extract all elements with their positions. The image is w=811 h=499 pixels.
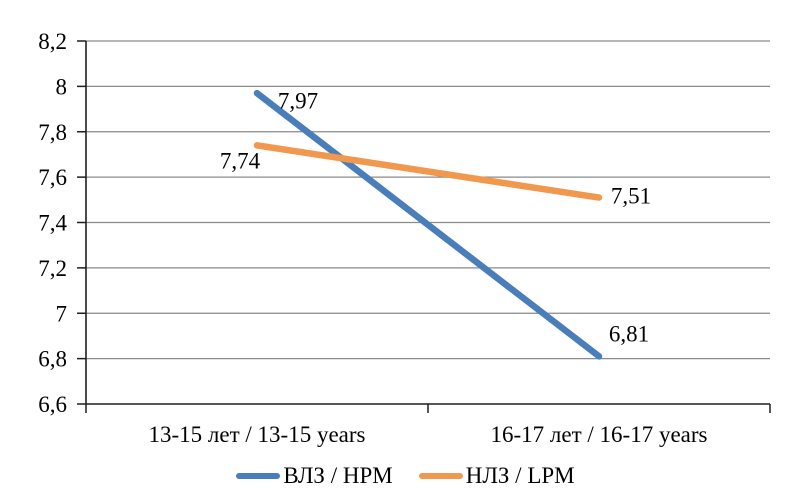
legend-item-1: ВЛЗ / HPM bbox=[236, 463, 393, 489]
x-axis-category-label: 16-17 лет / 16-17 years bbox=[491, 422, 708, 447]
series-line-2 bbox=[253, 142, 603, 201]
data-label: 7,97 bbox=[278, 89, 318, 114]
y-axis-tick-label: 7,6 bbox=[38, 165, 67, 190]
legend-label-1: ВЛЗ / HPM bbox=[283, 463, 393, 488]
y-axis-tick-label: 6,8 bbox=[38, 347, 67, 372]
legend-label-2: НЛЗ / LPM bbox=[465, 463, 575, 488]
y-axis-tick-label: 7 bbox=[56, 301, 68, 326]
data-label: 6,81 bbox=[609, 321, 649, 346]
line-chart-canvas: 8,2 8 7,8 7,6 7,4 7,2 7 6,8 6,6 7,97 6,81 7,74 7,51 1… bbox=[38, 29, 771, 447]
y-axis-tick-label: 8 bbox=[56, 74, 68, 99]
chart-legend: ВЛЗ / HPM НЛЗ / LPM bbox=[0, 463, 811, 489]
y-axis-tick-label: 7,8 bbox=[38, 120, 67, 145]
y-axis-tick-label: 6,6 bbox=[38, 392, 67, 417]
x-axis-category-label: 13-15 лет / 13-15 years bbox=[149, 422, 366, 447]
legend-swatch-1 bbox=[236, 473, 281, 480]
legend-swatch-2 bbox=[418, 473, 463, 480]
series-line-1 bbox=[253, 89, 603, 360]
y-axis-tick-label: 8,2 bbox=[38, 29, 67, 54]
data-label: 7,74 bbox=[220, 148, 261, 173]
y-axis-tick-label: 7,2 bbox=[38, 256, 67, 281]
data-label: 7,51 bbox=[611, 184, 651, 209]
legend-item-2: НЛЗ / LPM bbox=[418, 463, 575, 489]
y-axis-tick-label: 7,4 bbox=[38, 211, 67, 236]
